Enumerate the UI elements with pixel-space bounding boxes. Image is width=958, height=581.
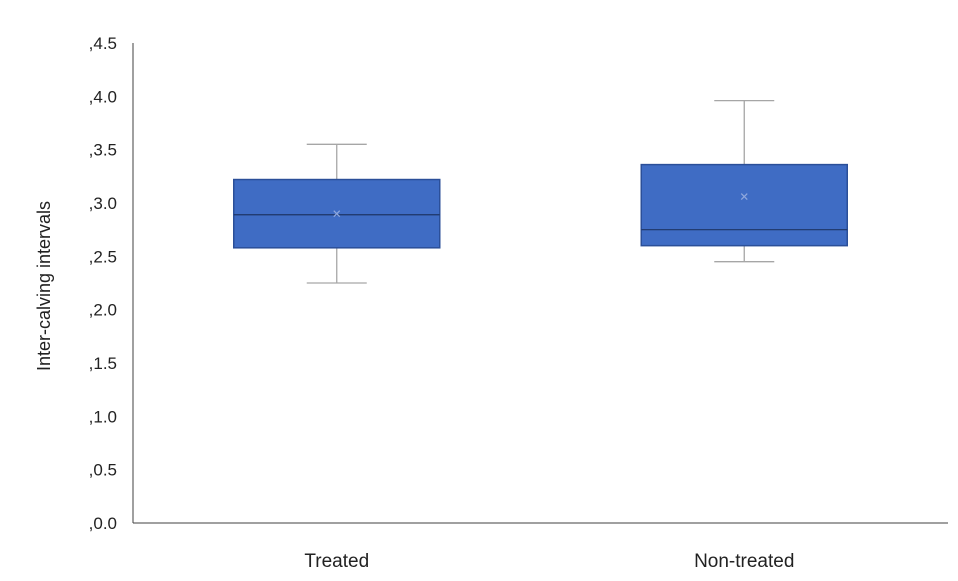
box-non-treated: [640, 99, 848, 263]
y-tick-label: ,2.5: [89, 247, 117, 266]
iqr-box: [233, 178, 441, 249]
y-tick-labels: ,0.0 ,0.5 ,1.0 ,1.5 ,2.0 ,2.5 ,3.0 ,3.5 ,4.0 ,4.5: [89, 34, 117, 533]
y-axis-title: Inter-calving intervals: [34, 201, 54, 371]
y-axis: ,0.0 ,0.5 ,1.0 ,1.5 ,2.0 ,2.5 ,3.0 ,3.5 ,4.0 ,4.5: [89, 34, 134, 533]
y-tick-label: ,1.0: [89, 407, 117, 426]
x-category-label: Non-treated: [694, 551, 794, 572]
mean-marker: [740, 193, 748, 201]
y-tick-label: ,3.0: [89, 194, 117, 213]
y-tick-label: ,0.0: [89, 514, 117, 533]
y-tick-label: ,0.5: [89, 461, 117, 480]
iqr-box: [640, 163, 848, 247]
x-category-label: Treated: [304, 551, 369, 572]
y-tick-label: ,2.0: [89, 301, 117, 320]
box-treated: [233, 143, 441, 284]
y-tick-label: ,3.5: [89, 141, 117, 160]
y-tick-label: ,4.5: [89, 34, 117, 53]
x-axis: Treated Non-treated: [133, 522, 948, 572]
y-tick-label: ,1.5: [89, 354, 117, 373]
mean-marker: [333, 210, 341, 218]
x-category-labels: Treated Non-treated: [304, 551, 794, 572]
y-tick-label: ,4.0: [89, 87, 117, 106]
boxes: [233, 99, 848, 284]
